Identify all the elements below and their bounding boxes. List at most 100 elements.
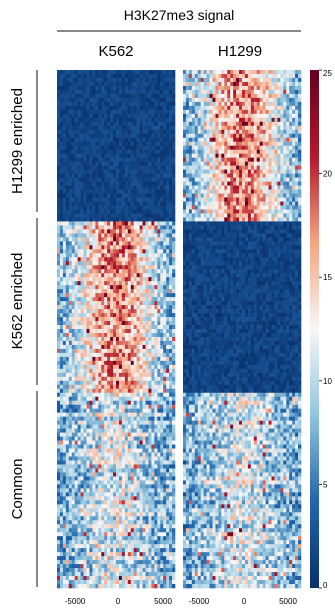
heatmap-cell (157, 133, 161, 139)
heatmap-cell (166, 504, 170, 509)
heatmap-cell (77, 265, 81, 270)
heatmap-cell (116, 336, 120, 342)
heatmap-cell (113, 169, 117, 174)
heatmap-cell (130, 456, 134, 461)
heatmap-cell (89, 440, 93, 445)
heatmap-cell (172, 105, 176, 111)
heatmap-cell (166, 93, 170, 99)
heatmap-cell (139, 149, 143, 154)
heatmap-cell (86, 432, 90, 437)
heatmap-cell (130, 109, 134, 115)
heatmap-cell (101, 265, 105, 270)
heatmap-cell (95, 484, 99, 489)
heatmap-cell (95, 309, 99, 314)
heatmap-cell (80, 512, 84, 517)
heatmap-cell (121, 221, 126, 226)
heatmap-cell (124, 225, 129, 230)
heatmap-cell (136, 253, 140, 258)
heatmap-cell (86, 85, 90, 91)
heatmap-cell (68, 321, 73, 326)
heatmap-cell (83, 380, 87, 386)
heatmap-cell (57, 121, 61, 127)
heatmap-cell (98, 133, 102, 139)
heatmap-cell (116, 313, 120, 318)
heatmap-cell (107, 185, 111, 190)
heatmap-cell (121, 356, 126, 362)
heatmap-cell (157, 440, 161, 445)
heatmap-cell (133, 556, 137, 561)
heatmap-cell (74, 233, 78, 238)
heatmap-cell (169, 229, 173, 234)
heatmap-cell (110, 352, 114, 358)
heatmap-cell (74, 85, 78, 91)
heatmap-cell (59, 93, 64, 99)
heatmap-cell (172, 285, 176, 290)
heatmap-cell (121, 237, 126, 242)
heatmap-cell (154, 364, 158, 370)
heatmap-cell (151, 408, 155, 413)
heatmap-cell (145, 380, 149, 386)
heatmap-cell (62, 157, 67, 162)
heatmap-cell (80, 564, 84, 569)
heatmap-cell (83, 261, 87, 266)
heatmap-cell (121, 456, 126, 461)
heatmap-cell (74, 344, 78, 350)
heatmap-cell (145, 177, 149, 182)
heatmap-cell (107, 460, 111, 465)
heatmap-cell (65, 524, 70, 529)
heatmap-cell (113, 241, 117, 246)
heatmap-cell (133, 70, 137, 75)
heatmap-cell (71, 520, 75, 525)
heatmap-cell (148, 564, 152, 569)
heatmap-cell (169, 484, 173, 489)
heatmap-cell (77, 532, 81, 537)
heatmap-cell (80, 101, 84, 107)
heatmap-cell (169, 524, 173, 529)
heatmap-cell (77, 257, 81, 262)
heatmap-cell (62, 209, 67, 214)
heatmap-cell (169, 396, 173, 402)
heatmap-cell (124, 420, 129, 425)
heatmap-cell (130, 484, 134, 489)
heatmap-cell (118, 117, 123, 123)
heatmap-cell (157, 269, 161, 274)
heatmap-cell (86, 177, 90, 182)
heatmap-cell (101, 317, 105, 322)
heatmap-cell (136, 432, 140, 437)
heatmap-cell (169, 181, 173, 186)
heatmap-cell (59, 560, 64, 565)
heatmap-cell (163, 524, 167, 529)
heatmap-cell (118, 141, 123, 146)
heatmap-cell (62, 277, 67, 282)
heatmap-cell (157, 185, 161, 190)
heatmap-cell (142, 117, 146, 123)
heatmap-cell (121, 372, 126, 378)
heatmap-cell (130, 384, 134, 390)
heatmap-cell (86, 70, 90, 75)
heatmap-cell (151, 105, 155, 111)
heatmap-cell (107, 504, 111, 509)
heatmap-cell (98, 129, 102, 135)
heatmap-cell (166, 97, 170, 103)
heatmap-cell (142, 452, 146, 457)
heatmap-cell (172, 173, 176, 178)
heatmap-cell (145, 504, 149, 509)
heatmap-cell (163, 352, 167, 358)
heatmap-cell (116, 512, 120, 517)
heatmap-cell (113, 293, 117, 298)
heatmap-cell (68, 564, 73, 569)
heatmap-cell (107, 217, 111, 222)
heatmap-cell (89, 249, 93, 254)
heatmap-cell (110, 384, 114, 390)
heatmap-cell (107, 384, 111, 390)
heatmap-cell (65, 436, 70, 441)
heatmap-cell (121, 109, 126, 115)
heatmap-cell (130, 524, 134, 529)
heatmap-cell (77, 329, 81, 334)
heatmap-cell (83, 293, 87, 298)
heatmap-cell (130, 412, 134, 417)
heatmap-cell (124, 364, 129, 370)
heatmap-cell (160, 85, 164, 91)
heatmap-cell (124, 396, 129, 402)
heatmap-cell (151, 360, 155, 366)
